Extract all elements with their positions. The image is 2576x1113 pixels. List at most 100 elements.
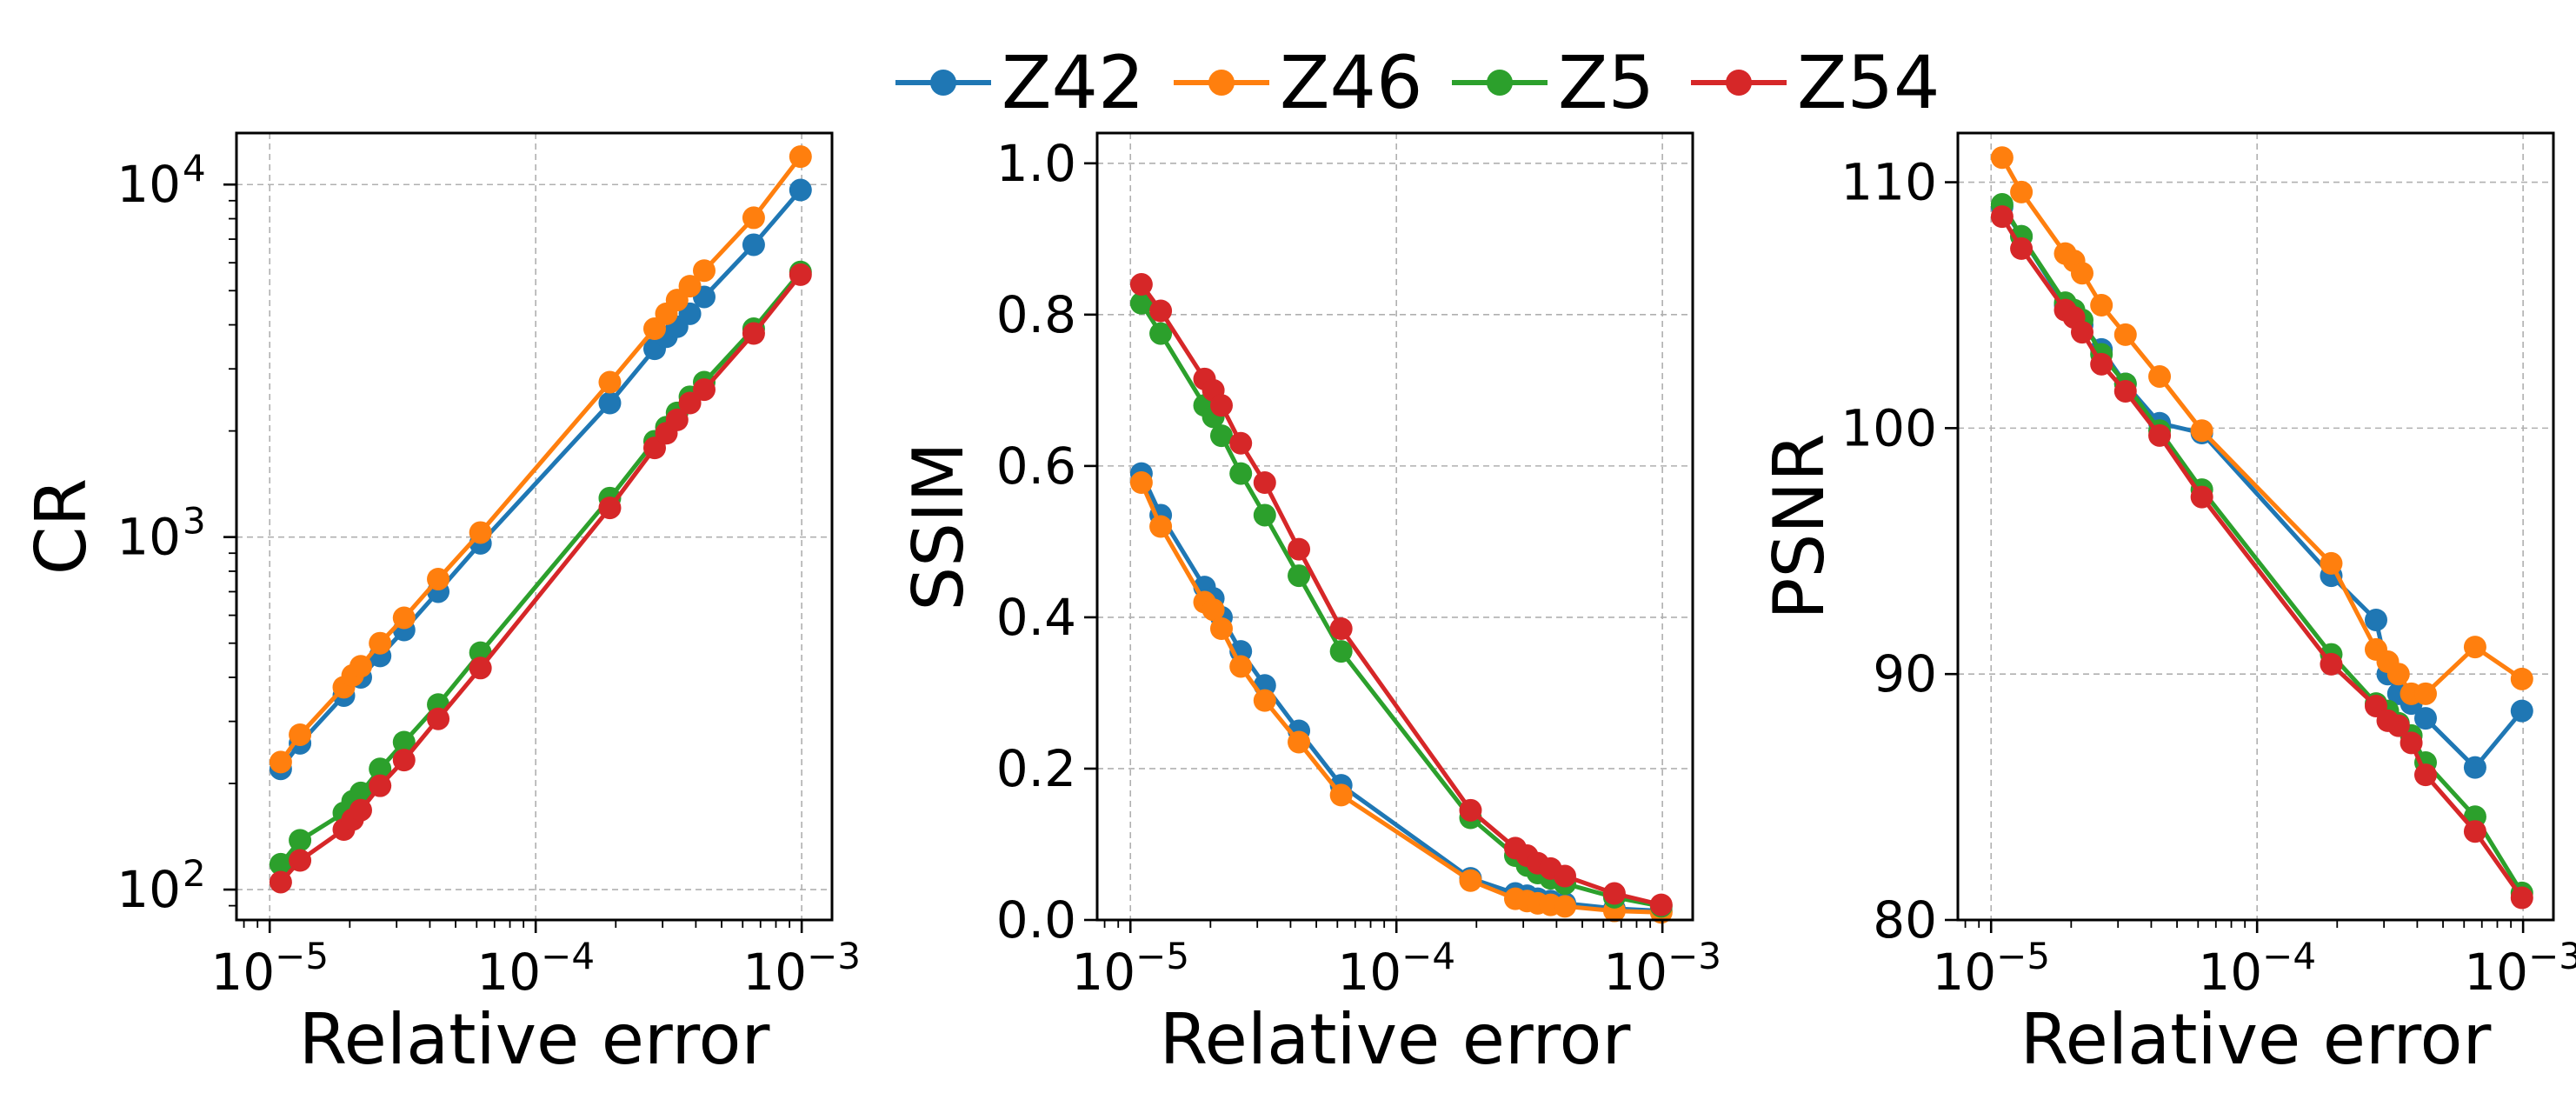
data-point: [369, 757, 392, 781]
data-point: [2148, 423, 2172, 447]
data-point: [742, 322, 765, 345]
x-tick-label: 10−5: [210, 935, 329, 1002]
data-point: [469, 521, 492, 544]
grid: [1958, 133, 2553, 920]
y-axis-label: CR: [21, 478, 102, 575]
data-point: [1129, 273, 1153, 297]
data-point: [1209, 424, 1233, 448]
y-tick-label: 100: [1840, 398, 1937, 457]
data-point: [1553, 895, 1576, 918]
data-point: [427, 707, 450, 730]
axes-frame: [235, 131, 834, 922]
data-point: [2190, 485, 2213, 509]
data-point: [1253, 471, 1276, 495]
y-tick-label: 1.0: [996, 134, 1076, 193]
data-point: [2113, 323, 2137, 346]
grid: [236, 133, 832, 920]
data-point: [2386, 714, 2410, 737]
data-point: [349, 798, 372, 822]
series-z54: [1129, 273, 1673, 916]
legend: Z42 Z46 Z5 Z54: [895, 40, 1940, 125]
data-point: [1459, 869, 1482, 892]
legend-item-z5: Z5: [1452, 40, 1654, 125]
series-line: [278, 270, 802, 866]
data-point: [1602, 882, 1626, 905]
data-point: [2413, 763, 2437, 787]
data-point: [369, 631, 392, 655]
data-point: [427, 567, 450, 590]
y-tick-label: 0.6: [996, 437, 1076, 496]
data-point: [2070, 321, 2093, 344]
x-tick-label: 10−3: [742, 935, 861, 1002]
series-z46: [1129, 471, 1673, 924]
y-tick-label: 80: [1873, 890, 1937, 950]
data-point: [1209, 616, 1233, 640]
axes-frame: [1956, 131, 2555, 922]
data-point: [2510, 699, 2533, 723]
data-point: [2010, 237, 2034, 260]
data-point: [289, 849, 312, 872]
series-z5: [269, 260, 812, 876]
data-point: [469, 656, 492, 680]
series-z54: [269, 263, 812, 894]
x-tick-label: 10−4: [476, 935, 595, 1002]
data-point: [2386, 663, 2410, 686]
legend-marker: [1726, 70, 1752, 96]
data-point: [2090, 293, 2113, 317]
y-tick-label: 0.2: [996, 739, 1076, 798]
x-tick-label: 10−4: [1337, 935, 1455, 1002]
data-point: [1288, 537, 1311, 561]
y-tick-label: 90: [1873, 644, 1937, 703]
data-point: [2510, 667, 2533, 690]
series-line: [1139, 472, 1661, 914]
data-point: [369, 774, 392, 797]
data-point: [2148, 364, 2172, 388]
data-point: [1649, 893, 1673, 916]
x-axis-label: Relative error: [2020, 999, 2492, 1080]
data-point: [742, 233, 765, 257]
x-tick-label: 10−3: [2464, 935, 2576, 1002]
legend-item-z42: Z42: [895, 40, 1144, 125]
data-point: [269, 852, 292, 876]
data-point: [1288, 730, 1311, 754]
y-tick-label: 0.4: [996, 588, 1076, 647]
series-z42: [1990, 195, 2533, 779]
series-z5: [1990, 193, 2533, 904]
data-point: [2190, 419, 2213, 443]
data-point: [349, 781, 372, 804]
series-line: [2000, 205, 2524, 770]
data-point: [269, 870, 292, 894]
series-z54: [1990, 205, 2533, 910]
series-line: [2000, 157, 2524, 696]
series-line: [1139, 481, 1661, 915]
legend-item-z54: Z54: [1691, 40, 1940, 125]
data-point: [1459, 798, 1482, 822]
data-point: [392, 606, 416, 630]
x-tick-label: 10−3: [1603, 935, 1721, 1002]
y-tick-label: 10: [116, 508, 181, 567]
data-point: [1990, 205, 2014, 229]
data-point: [1253, 689, 1276, 712]
legend-marker: [1487, 70, 1513, 96]
legend-marker: [1208, 70, 1235, 96]
data-point: [1553, 864, 1576, 888]
data-point: [392, 730, 416, 754]
series-z46: [269, 145, 812, 774]
data-point: [1329, 640, 1353, 663]
data-point: [2463, 756, 2486, 779]
grid: [1097, 133, 1693, 920]
data-point: [665, 408, 689, 431]
data-point: [692, 378, 716, 402]
data-point: [2113, 379, 2137, 403]
data-point: [789, 178, 812, 202]
data-point: [2463, 636, 2486, 659]
y-tick-label: 10: [116, 860, 181, 919]
data-point: [2090, 352, 2113, 376]
data-point: [1129, 471, 1153, 495]
data-point: [598, 370, 622, 394]
y-tick-label: 0.0: [996, 890, 1076, 950]
